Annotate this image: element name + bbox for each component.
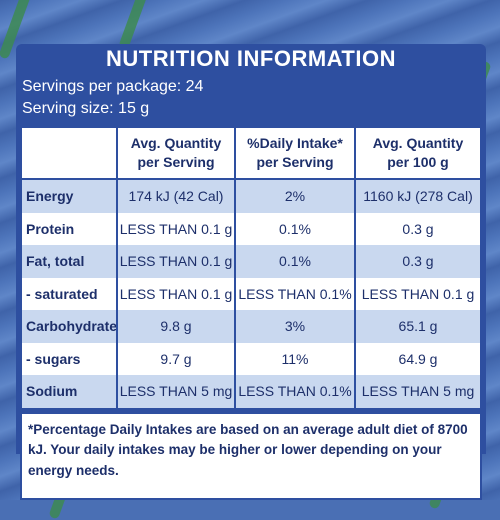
row-label-energy: Energy [22, 180, 116, 213]
header-per-serving-line2: per Serving [137, 154, 215, 170]
cell-fat-total-daily-intake: 0.1% [234, 245, 354, 278]
cell-sugars-per-serving: 9.7 g [116, 342, 234, 375]
cell-fat-total-per-100g: 0.3 g [354, 245, 480, 278]
header-blank [22, 128, 116, 180]
cell-sodium-per-serving: LESS THAN 5 mg [116, 375, 234, 408]
cell-carbohydrate-per-100g: 65.1 g [354, 310, 480, 343]
cell-saturated-per-100g: LESS THAN 0.1 g [354, 277, 480, 310]
cell-saturated-per-serving: LESS THAN 0.1 g [116, 277, 234, 310]
cell-carbohydrate-daily-intake: 3% [234, 310, 354, 343]
nutrition-panel: NUTRITION INFORMATION Servings per packa… [16, 44, 486, 500]
row-label-sugars: - sugars [26, 350, 81, 367]
row-label-protein: Protein [26, 220, 75, 237]
nutrition-table: Avg. Quantity per Serving %Daily Intake*… [20, 126, 482, 408]
cell-fat-total-per-serving: LESS THAN 0.1 g [116, 245, 234, 278]
cell-protein-per-serving: LESS THAN 0.1 g [116, 212, 234, 245]
cell-energy-per-100g: 1160 kJ (278 Cal) [354, 180, 480, 213]
cell-sugars-per-100g: 64.9 g [354, 342, 480, 375]
servings-per-package: Servings per package: 24 [22, 78, 204, 95]
cell-sodium-per-100g: LESS THAN 5 mg [354, 375, 480, 408]
cell-saturated-daily-intake: LESS THAN 0.1% [234, 277, 354, 310]
header-daily-intake-line1: %Daily Intake* [247, 135, 343, 152]
row-label-saturated: - saturated [26, 285, 98, 302]
header-daily-intake-line2: per Serving [256, 154, 334, 170]
header-per-100g-line1: Avg. Quantity [372, 135, 464, 152]
row-label-carbohydrate: Carbohydrate [22, 310, 117, 343]
cell-carbohydrate-per-serving: 9.8 g [116, 310, 234, 343]
daily-intake-footnote: *Percentage Daily Intakes are based on a… [20, 412, 482, 500]
cell-protein-daily-intake: 0.1% [234, 212, 354, 245]
header-per-100g: Avg. Quantity per 100 g [354, 128, 480, 180]
cell-energy-per-serving: 174 kJ (42 Cal) [116, 180, 234, 213]
nutrition-grid: Avg. Quantity per Serving %Daily Intake*… [22, 128, 480, 408]
header-daily-intake: %Daily Intake* per Serving [234, 128, 354, 180]
serving-size: Serving size: 15 g [22, 100, 150, 117]
cell-energy-daily-intake: 2% [234, 180, 354, 213]
header-per-100g-line2: per 100 g [387, 154, 449, 170]
cell-sugars-daily-intake: 11% [234, 342, 354, 375]
cell-sodium-daily-intake: LESS THAN 0.1% [234, 375, 354, 408]
row-label-sodium: Sodium [22, 375, 116, 408]
header-per-serving: Avg. Quantity per Serving [116, 128, 234, 180]
row-label-fat-total: Fat, total [22, 245, 116, 278]
header-per-serving-line1: Avg. Quantity [130, 135, 222, 152]
cell-protein-per-100g: 0.3 g [354, 212, 480, 245]
panel-title: NUTRITION INFORMATION [106, 46, 396, 71]
